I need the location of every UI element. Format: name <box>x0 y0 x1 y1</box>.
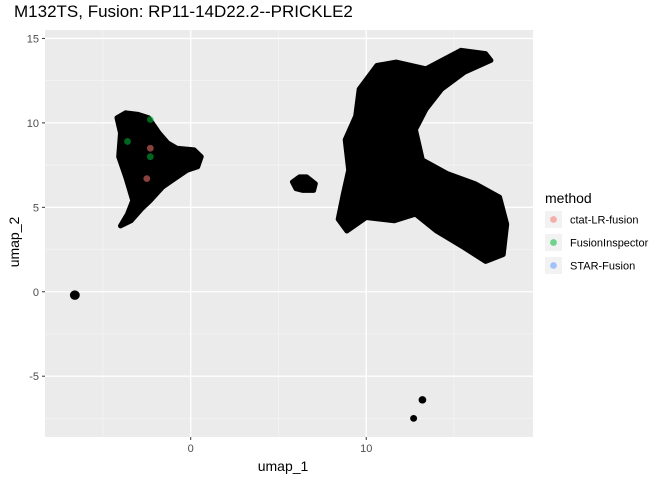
cell-cluster-2 <box>335 47 510 264</box>
x-axis-title: umap_1 <box>258 458 309 474</box>
legend-key-star-fusion <box>550 262 557 269</box>
cell-blob-3 <box>410 415 418 422</box>
x-tick-label: 10 <box>360 443 372 455</box>
point-fusioninspector <box>146 153 154 161</box>
legend-key-ctat-lr-fusion <box>550 216 557 223</box>
legend-title: method <box>545 190 592 206</box>
y-tick-label: 0 <box>33 287 39 299</box>
y-axis-title: umap_2 <box>6 216 22 267</box>
y-tick-label: 10 <box>27 118 39 130</box>
background-cells <box>69 47 510 422</box>
method-points <box>124 116 154 183</box>
grid-lines <box>45 30 533 437</box>
point-ctat-lr-fusion <box>143 175 151 183</box>
legend-label: FusionInspector <box>570 238 649 250</box>
legend-label: STAR-Fusion <box>570 261 635 273</box>
y-tick-label: -5 <box>29 371 39 383</box>
cell-cluster-3 <box>290 174 318 193</box>
x-tick-label: 0 <box>188 443 194 455</box>
cell-cluster-1 <box>114 110 204 229</box>
cell-blob-2 <box>418 396 427 404</box>
y-tick-label: 5 <box>33 202 39 214</box>
legend-label: ctat-LR-fusion <box>570 215 638 227</box>
point-fusioninspector <box>124 138 131 145</box>
legend-key-fusioninspector <box>550 239 557 246</box>
x-axis-ticks: 0 10 <box>188 437 372 455</box>
cell-blob-1 <box>69 290 80 300</box>
chart-title: M132TS, Fusion: RP11-14D22.2--PRICKLE2 <box>14 2 353 21</box>
legend: method ctat-LR-fusion FusionInspector STAR… <box>545 190 649 274</box>
y-axis-title-group: umap_2 <box>6 216 22 267</box>
y-axis-ticks: -5 0 5 10 15 <box>27 33 45 383</box>
point-fusioninspector <box>146 116 154 123</box>
point-ctat-lr-fusion <box>146 144 154 152</box>
y-tick-label: 15 <box>27 33 39 45</box>
